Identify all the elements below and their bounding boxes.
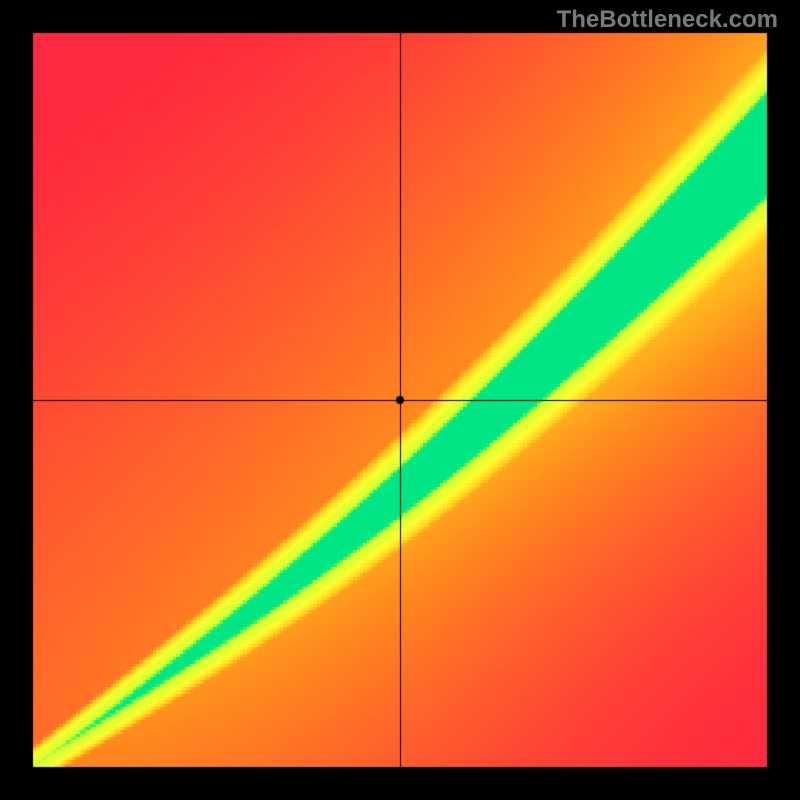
heatmap-canvas — [0, 0, 800, 800]
chart-root: TheBottleneck.com — [0, 0, 800, 800]
